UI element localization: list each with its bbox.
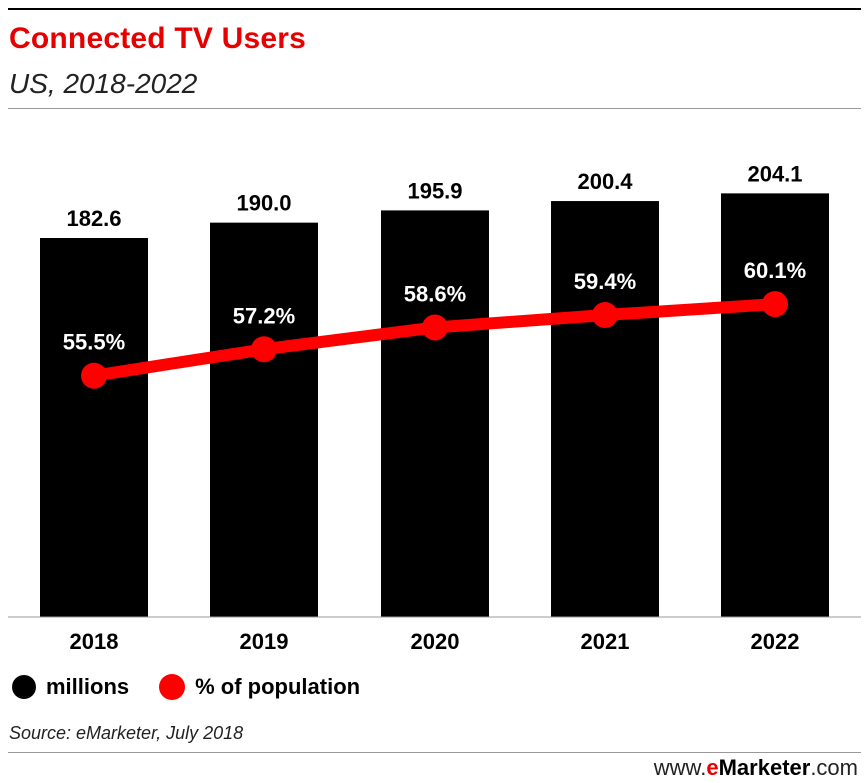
bars-layer — [40, 193, 829, 618]
brand-marketer: Marketer — [718, 755, 811, 780]
population-label-2022: 60.1% — [744, 258, 806, 283]
population-point-2018 — [81, 362, 107, 389]
bar-2021 — [551, 201, 659, 618]
legend-swatch-population — [159, 674, 186, 700]
population-point-2020 — [422, 314, 448, 341]
bar-labels-layer: 182.6 190.0 195.9 200.4 204.1 — [66, 161, 802, 231]
bar-2018 — [40, 238, 148, 618]
bar-label-2020: 195.9 — [407, 178, 462, 203]
x-tick-2019: 2019 — [240, 629, 289, 654]
brand-prefix: www. — [653, 755, 707, 780]
x-tick-2021: 2021 — [581, 629, 630, 654]
brand-suffix: .com — [810, 755, 858, 780]
population-point-2021 — [592, 302, 618, 329]
brand-url[interactable]: www.eMarketer.com — [654, 755, 858, 781]
bar-label-2022: 204.1 — [747, 161, 802, 186]
chart-subtitle: US, 2018-2022 — [9, 68, 198, 99]
population-label-2021: 59.4% — [574, 269, 636, 294]
bar-2022 — [721, 193, 829, 618]
bar-label-2019: 190.0 — [236, 191, 291, 216]
x-tick-2020: 2020 — [411, 629, 460, 654]
top-rule — [8, 8, 861, 10]
population-label-2018: 55.5% — [63, 330, 125, 355]
bar-label-2021: 200.4 — [577, 169, 633, 194]
legend-item-population: % of population — [159, 674, 360, 700]
chart-title: Connected TV Users — [9, 22, 307, 55]
legend-label-millions: millions — [46, 674, 130, 699]
header-divider — [8, 108, 861, 109]
x-tick-2022: 2022 — [751, 629, 800, 654]
legend-swatch-millions — [12, 675, 36, 699]
brand-e: e — [706, 755, 719, 780]
population-label-2020: 58.6% — [404, 281, 466, 306]
line-layer — [81, 291, 788, 389]
bar-label-2018: 182.6 — [66, 206, 121, 231]
source-note: Source: eMarketer, July 2018 — [9, 723, 244, 743]
legend-label-population: % of population — [195, 674, 361, 699]
population-label-2019: 57.2% — [233, 303, 295, 328]
population-point-2019 — [251, 336, 277, 363]
legend: millions % of population — [12, 674, 390, 700]
x-tick-labels-layer: 2018 2019 2020 2021 2022 — [70, 629, 800, 654]
population-point-2022 — [762, 291, 788, 318]
bar-2019 — [210, 222, 318, 617]
footer-divider — [8, 752, 861, 753]
legend-item-millions: millions — [12, 674, 129, 700]
x-tick-2018: 2018 — [70, 629, 119, 654]
line-labels-layer: 55.5% 57.2% 58.6% 59.4% 60.1% — [63, 258, 806, 355]
bar-2020 — [381, 210, 489, 617]
